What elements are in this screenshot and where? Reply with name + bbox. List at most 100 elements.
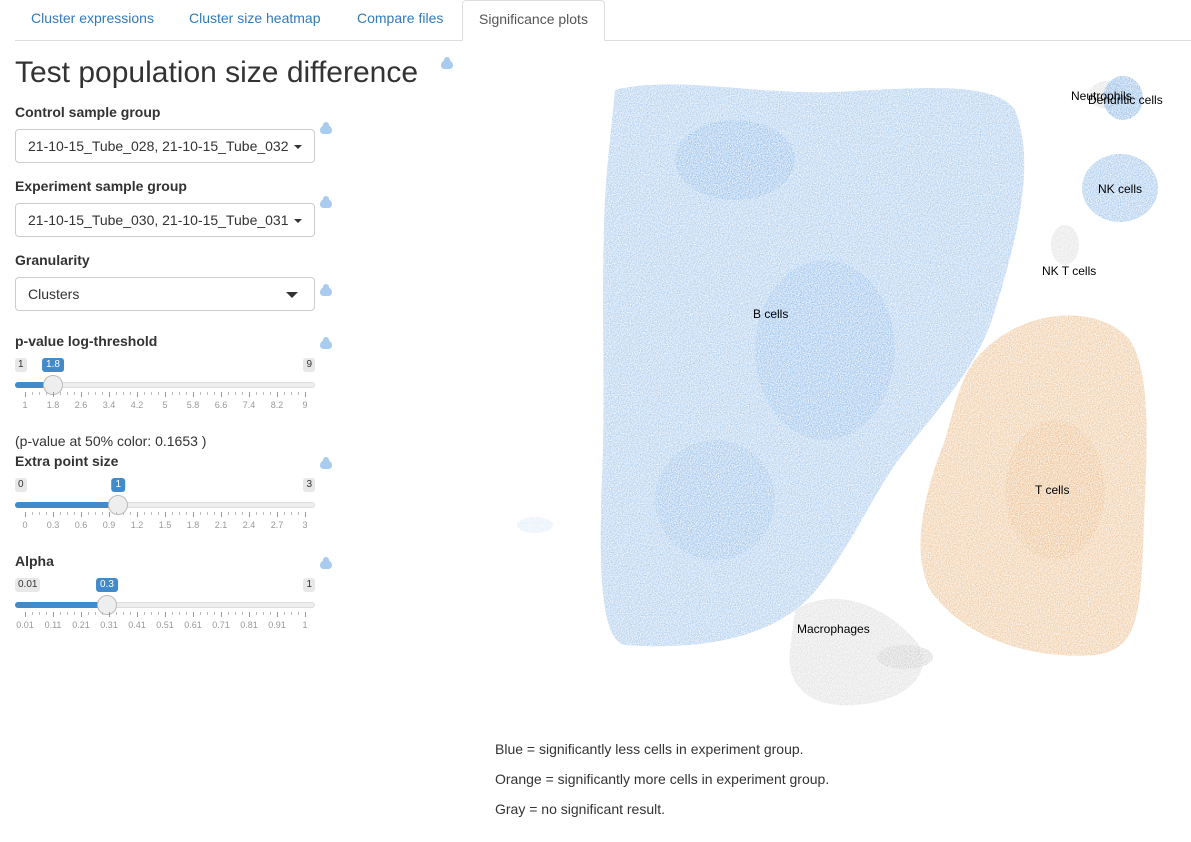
slider-minor-tick [298,612,299,615]
slider-tick-label: 0.61 [184,620,202,630]
slider-minor-tick [172,512,173,515]
alpha-slider[interactable]: 0.01 1 0.3 0.01 0.11 0.21 0.31 0.41 0.51 0.61 0… [15,578,315,638]
pvalue-slider-label: p-value log-threshold [15,333,158,349]
cluster-label-neutrophils: Neutrophils [1071,89,1132,103]
slider-tick [25,392,26,397]
slider-minor-tick [235,612,236,615]
point-size-slider[interactable]: 0 3 1 0 0.3 0.6 0.9 1.2 1.5 1.8 2.1 2.4 2.7 3 [15,478,315,538]
slider-tick [221,512,222,517]
help-icon[interactable] [320,122,332,134]
granularity-select[interactable]: Clusters [15,277,315,311]
slider-tick-label: 0 [22,520,28,530]
slider-minor-tick [123,512,124,515]
slider-tick [305,512,306,517]
slider-minor-tick [256,392,257,395]
slider-minor-tick [242,612,243,615]
slider-minor-tick [67,392,68,395]
slider-minor-tick [200,392,201,395]
dendritic-cell-cloud [1103,76,1143,120]
slider-minor-tick [151,512,152,515]
control-group-select[interactable]: 21-10-15_Tube_028, 21-10-15_Tube_032 [15,129,315,163]
slider-minor-tick [95,392,96,395]
slider-tick-label: 2.6 [74,400,88,410]
slider-minor-tick [95,612,96,615]
slider-tick [277,612,278,617]
slider-minor-tick [284,392,285,395]
slider-minor-tick [291,612,292,615]
slider-ticks: 0.01 0.11 0.21 0.31 0.41 0.51 0.61 0.71 0.81 0.91… [15,612,315,636]
slider-minor-tick [102,612,103,615]
slider-tick [249,612,250,617]
slider-tick [277,392,278,397]
slider-tick-label: 2.4 [242,520,256,530]
cluster-label-t-cells: T cells [1035,483,1069,497]
help-icon[interactable] [320,337,332,349]
tab-cluster-expressions[interactable]: Cluster expressions [31,10,154,26]
slider-tick [25,512,26,517]
slider-minor-tick [144,512,145,515]
help-icon[interactable] [320,557,332,569]
slider-minor-tick [263,612,264,615]
slider-tick [137,612,138,617]
pvalue-slider[interactable]: 1 9 1.8 1 1.8 2.6 3.4 4.2 5 5.8 6.6 7.4 8.2 9 [15,358,315,418]
slider-minor-tick [116,612,117,615]
slider-minor-tick [67,612,68,615]
slider-tick-label: 2.1 [214,520,228,530]
slider-tick [305,612,306,617]
nk-cell-cloud [1082,154,1158,222]
help-icon[interactable] [320,457,332,469]
slider-minor-tick [60,512,61,515]
alpha-slider-label: Alpha [15,553,54,569]
chevron-down-icon [286,292,298,298]
slider-tick-label: 5 [162,400,168,410]
slider-tick [165,512,166,517]
slider-minor-tick [214,612,215,615]
slider-minor-tick [235,512,236,515]
slider-minor-tick [284,512,285,515]
slider-tick [193,612,194,617]
slider-minor-tick [88,392,89,395]
slider-minor-tick [158,512,159,515]
point-size-slider-label: Extra point size [15,453,119,469]
slider-tick [277,512,278,517]
slider-minor-tick [256,512,257,515]
slider-tick [249,512,250,517]
slider-tick [165,612,166,617]
granularity-label: Granularity [15,252,90,268]
help-icon[interactable] [441,57,453,69]
slider-minor-tick [214,392,215,395]
slider-tick-label: 2.7 [270,520,284,530]
slider-minor-tick [228,512,229,515]
slider-handle[interactable] [108,495,129,515]
experiment-group-select[interactable]: 21-10-15_Tube_030, 21-10-15_Tube_031 [15,203,315,237]
cluster-label-b-cells: B cells [753,307,788,321]
experiment-group-value: 21-10-15_Tube_030, 21-10-15_Tube_031 [28,212,289,228]
slider-handle[interactable] [97,595,117,615]
slider-minor-tick [32,612,33,615]
tab-compare-files[interactable]: Compare files [357,10,444,26]
slider-tick-label: 3.4 [102,400,116,410]
help-icon[interactable] [320,284,332,296]
slider-minor-tick [298,512,299,515]
slider-tick-label: 7.4 [242,400,256,410]
slider-minor-tick [74,512,75,515]
slider-tick [221,392,222,397]
tab-significance-plots[interactable]: Significance plots [462,0,605,41]
slider-minor-tick [235,392,236,395]
legend-orange: Orange = significantly more cells in exp… [495,771,830,787]
slider-tick-label: 0.01 [16,620,34,630]
slider-value-label: 0.3 [96,578,118,592]
slider-minor-tick [39,392,40,395]
help-icon[interactable] [320,196,332,208]
slider-minor-tick [291,392,292,395]
cluster-label-dendritic-cells: Dendritic cells [1088,93,1163,107]
slider-minor-tick [32,512,33,515]
slider-minor-tick [39,612,40,615]
significance-embedding-plot: Neutrophils Dendritic cells NK cells NK … [517,76,1163,706]
slider-tick-label: 0.31 [100,620,118,630]
slider-minor-tick [172,612,173,615]
slider-tick-label: 1 [22,400,28,410]
slider-tick-label: 1.8 [186,520,200,530]
slider-tick-label: 0.81 [240,620,258,630]
tab-cluster-size-heatmap[interactable]: Cluster size heatmap [189,10,321,26]
